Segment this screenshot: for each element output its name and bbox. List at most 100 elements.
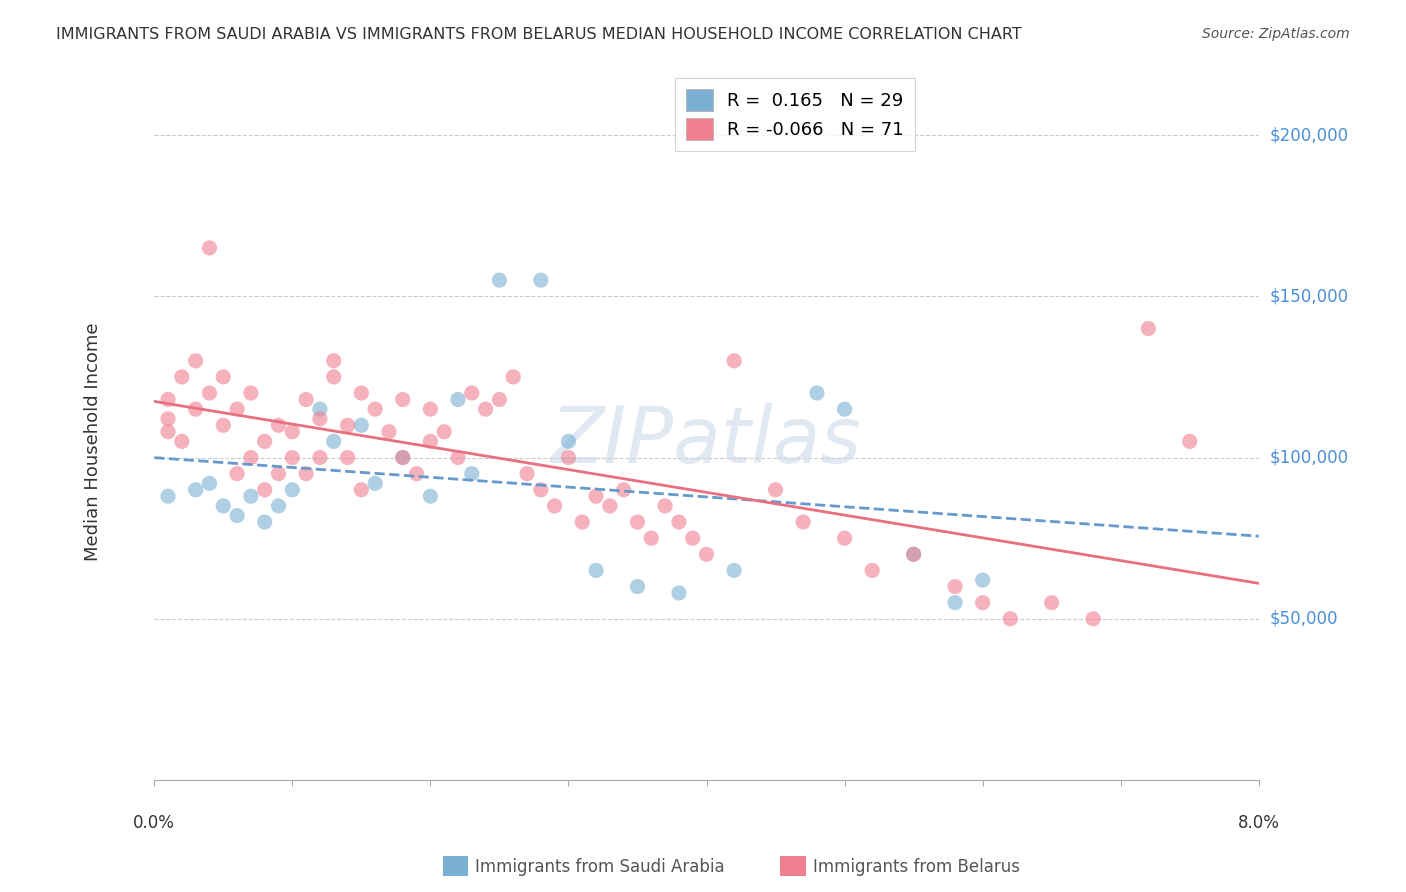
- Point: [170, 370, 193, 384]
- Point: [295, 392, 318, 407]
- Point: [557, 434, 579, 449]
- Point: [295, 467, 318, 481]
- Point: [281, 483, 304, 497]
- Point: [723, 353, 745, 368]
- Point: [1081, 612, 1104, 626]
- Point: [834, 531, 856, 545]
- Point: [184, 402, 207, 417]
- Point: [433, 425, 456, 439]
- Text: $150,000: $150,000: [1270, 287, 1348, 305]
- Point: [474, 402, 496, 417]
- Text: Immigrants from Saudi Arabia: Immigrants from Saudi Arabia: [475, 858, 725, 876]
- Point: [834, 402, 856, 417]
- Point: [447, 450, 470, 465]
- Point: [212, 418, 235, 433]
- Point: [571, 515, 593, 529]
- Point: [585, 563, 607, 577]
- Point: [281, 450, 304, 465]
- Point: [530, 483, 553, 497]
- Point: [585, 489, 607, 503]
- Point: [157, 412, 180, 426]
- Text: Immigrants from Belarus: Immigrants from Belarus: [813, 858, 1019, 876]
- Point: [419, 402, 441, 417]
- Point: [461, 386, 484, 401]
- Point: [1178, 434, 1201, 449]
- Point: [157, 489, 180, 503]
- Point: [309, 412, 332, 426]
- Point: [391, 392, 413, 407]
- Point: [239, 450, 262, 465]
- Point: [226, 402, 249, 417]
- Point: [226, 467, 249, 481]
- Point: [309, 450, 332, 465]
- Point: [239, 386, 262, 401]
- Point: [322, 370, 344, 384]
- Point: [903, 547, 925, 561]
- Point: [350, 483, 373, 497]
- Point: [943, 596, 966, 610]
- Text: 8.0%: 8.0%: [1237, 814, 1279, 832]
- Point: [447, 392, 470, 407]
- Point: [640, 531, 662, 545]
- Text: $50,000: $50,000: [1270, 610, 1339, 628]
- Point: [972, 573, 994, 587]
- Point: [267, 467, 290, 481]
- Point: [1000, 612, 1022, 626]
- Point: [198, 241, 221, 255]
- Point: [253, 434, 276, 449]
- Point: [336, 450, 359, 465]
- Point: [391, 450, 413, 465]
- Point: [516, 467, 538, 481]
- Point: [626, 515, 648, 529]
- Point: [557, 450, 579, 465]
- Point: [253, 483, 276, 497]
- Point: [419, 434, 441, 449]
- Point: [682, 531, 704, 545]
- Point: [198, 386, 221, 401]
- Point: [723, 563, 745, 577]
- Text: 0.0%: 0.0%: [134, 814, 176, 832]
- Point: [1137, 321, 1160, 335]
- Point: [281, 425, 304, 439]
- Legend: R =  0.165   N = 29, R = -0.066   N = 71: R = 0.165 N = 29, R = -0.066 N = 71: [675, 78, 915, 151]
- Point: [488, 392, 510, 407]
- Point: [806, 386, 828, 401]
- Point: [378, 425, 401, 439]
- Point: [765, 483, 787, 497]
- Point: [943, 580, 966, 594]
- Point: [502, 370, 524, 384]
- Point: [695, 547, 717, 561]
- Point: [267, 418, 290, 433]
- Point: [972, 596, 994, 610]
- Text: ZIPatlas: ZIPatlas: [551, 403, 862, 479]
- Point: [860, 563, 883, 577]
- Point: [530, 273, 553, 287]
- Point: [322, 353, 344, 368]
- Point: [309, 402, 332, 417]
- Point: [654, 499, 676, 513]
- Text: Median Household Income: Median Household Income: [84, 322, 103, 561]
- Point: [157, 425, 180, 439]
- Point: [488, 273, 510, 287]
- Point: [405, 467, 427, 481]
- Point: [419, 489, 441, 503]
- Point: [1040, 596, 1063, 610]
- Point: [599, 499, 621, 513]
- Text: Source: ZipAtlas.com: Source: ZipAtlas.com: [1202, 27, 1350, 41]
- Point: [543, 499, 565, 513]
- Point: [336, 418, 359, 433]
- Point: [668, 586, 690, 600]
- Point: [626, 580, 648, 594]
- Point: [184, 483, 207, 497]
- Point: [322, 434, 344, 449]
- Text: $200,000: $200,000: [1270, 126, 1348, 144]
- Point: [184, 353, 207, 368]
- Point: [613, 483, 636, 497]
- Point: [461, 467, 484, 481]
- Point: [364, 476, 387, 491]
- Point: [350, 386, 373, 401]
- Point: [364, 402, 387, 417]
- Text: IMMIGRANTS FROM SAUDI ARABIA VS IMMIGRANTS FROM BELARUS MEDIAN HOUSEHOLD INCOME : IMMIGRANTS FROM SAUDI ARABIA VS IMMIGRAN…: [56, 27, 1022, 42]
- Point: [267, 499, 290, 513]
- Point: [253, 515, 276, 529]
